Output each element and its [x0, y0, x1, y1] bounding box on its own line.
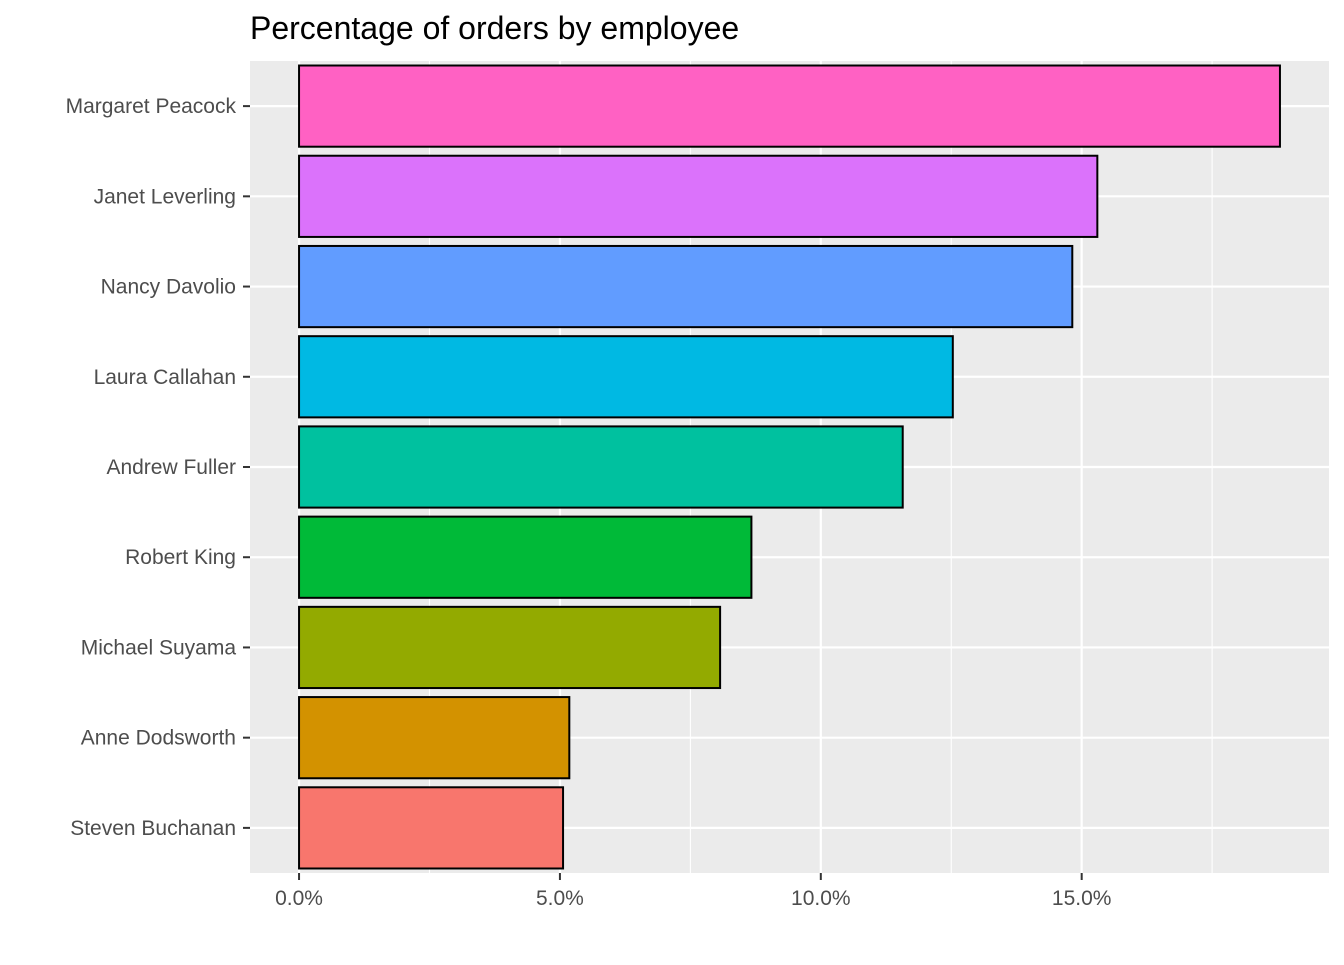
y-tick-label: Robert King — [125, 546, 236, 569]
x-tick-label: 5.0% — [536, 887, 584, 910]
y-tick-label: Steven Buchanan — [70, 817, 236, 840]
bar — [298, 425, 904, 509]
chart-title: Percentage of orders by employee — [250, 10, 740, 46]
bar — [298, 605, 722, 690]
y-tick-label: Margaret Peacock — [66, 95, 237, 118]
y-tick-label: Andrew Fuller — [106, 456, 236, 479]
bar — [298, 154, 1099, 238]
x-tick-label: 0.0% — [275, 887, 323, 910]
bar — [298, 244, 1074, 329]
bar — [298, 786, 565, 870]
bar — [298, 64, 1281, 148]
y-tick-label: Anne Dodsworth — [81, 727, 236, 750]
bar — [298, 696, 571, 780]
bar — [298, 515, 753, 599]
y-tick-label: Laura Callahan — [94, 366, 236, 389]
y-tick-label: Nancy Davolio — [101, 276, 236, 299]
x-tick-label: 15.0% — [1052, 887, 1112, 910]
y-tick-label: Michael Suyama — [81, 636, 237, 659]
x-tick-label: 10.0% — [791, 887, 851, 910]
y-tick-label: Janet Leverling — [94, 185, 236, 208]
bar — [298, 335, 954, 419]
